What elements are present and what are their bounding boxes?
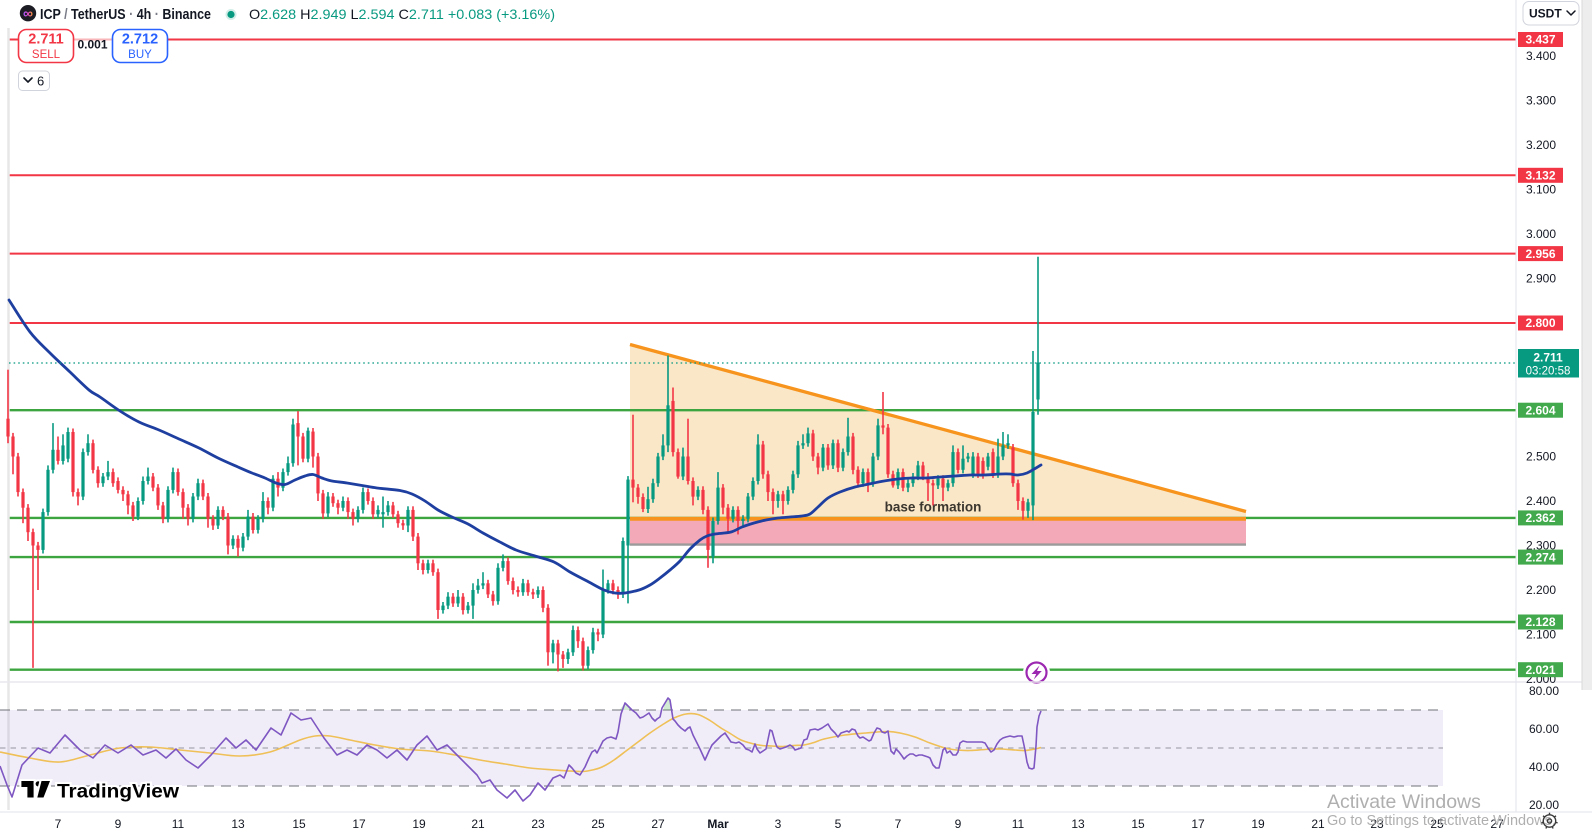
svg-text:2.021: 2.021 (1525, 663, 1555, 677)
svg-text:2.711: 2.711 (1533, 351, 1563, 365)
svg-text:20.00: 20.00 (1529, 798, 1559, 812)
svg-text:3: 3 (775, 817, 782, 831)
svg-text:27: 27 (651, 817, 665, 831)
svg-text:13: 13 (231, 817, 245, 831)
svg-text:25: 25 (591, 817, 605, 831)
svg-text:19: 19 (412, 817, 426, 831)
svg-text:5: 5 (835, 817, 842, 831)
svg-text:2.500: 2.500 (1526, 450, 1556, 464)
svg-text:2.604: 2.604 (1525, 403, 1555, 417)
svg-text:11: 11 (1012, 817, 1025, 831)
svg-text:80.00: 80.00 (1529, 684, 1559, 698)
svg-text:2.900: 2.900 (1526, 272, 1556, 286)
svg-text:2.400: 2.400 (1526, 494, 1556, 508)
svg-text:0.001: 0.001 (77, 38, 107, 52)
svg-text:2.274: 2.274 (1525, 550, 1555, 564)
svg-text:2.100: 2.100 (1526, 628, 1556, 642)
svg-text:17: 17 (352, 817, 366, 831)
svg-text:3.100: 3.100 (1526, 183, 1556, 197)
svg-text:9: 9 (115, 817, 122, 831)
svg-text:03:20:58: 03:20:58 (1526, 366, 1571, 378)
svg-text:3.200: 3.200 (1526, 138, 1556, 152)
svg-text:2.956: 2.956 (1525, 247, 1555, 261)
svg-text:3.437: 3.437 (1525, 33, 1555, 47)
svg-text:Mar: Mar (707, 817, 729, 831)
svg-text:ICP / TetherUS · 4h · Binance: ICP / TetherUS · 4h · Binance (40, 7, 211, 23)
svg-text:13: 13 (1071, 817, 1085, 831)
svg-text:2.200: 2.200 (1526, 583, 1556, 597)
svg-text:O2.628 H2.949 L2.594 C2.711 +0: O2.628 H2.949 L2.594 C2.711 +0.083 (+3.1… (249, 6, 555, 22)
svg-text:2.711: 2.711 (28, 32, 64, 48)
svg-text:17: 17 (1191, 817, 1205, 831)
svg-text:3.300: 3.300 (1526, 94, 1556, 108)
svg-text:6: 6 (37, 74, 44, 89)
svg-text:2.712: 2.712 (122, 32, 158, 48)
svg-text:9: 9 (955, 817, 962, 831)
svg-text:15: 15 (1131, 817, 1145, 831)
svg-text:7: 7 (895, 817, 902, 831)
svg-text:2.362: 2.362 (1525, 511, 1555, 525)
svg-text:3.400: 3.400 (1526, 49, 1556, 63)
svg-text:TradingView: TradingView (57, 782, 179, 803)
svg-text:3.000: 3.000 (1526, 227, 1556, 241)
svg-text:60.00: 60.00 (1529, 722, 1559, 736)
svg-text:21: 21 (1311, 817, 1325, 831)
svg-text:2.128: 2.128 (1525, 615, 1555, 629)
svg-text:19: 19 (1251, 817, 1265, 831)
svg-text:23: 23 (531, 817, 545, 831)
svg-text:Activate Windows: Activate Windows (1327, 791, 1481, 813)
svg-text:40.00: 40.00 (1529, 760, 1559, 774)
svg-text:11: 11 (172, 817, 185, 831)
svg-text:BUY: BUY (128, 49, 152, 61)
svg-text:2.800: 2.800 (1525, 316, 1555, 330)
svg-text:Go to Settings to activate Win: Go to Settings to activate Windows. (1327, 813, 1556, 829)
svg-text:7: 7 (55, 817, 62, 831)
svg-text:3.132: 3.132 (1525, 169, 1555, 183)
svg-text:15: 15 (292, 817, 306, 831)
svg-text:21: 21 (471, 817, 485, 831)
svg-text:USDT: USDT (1529, 7, 1562, 21)
svg-text:SELL: SELL (32, 49, 61, 61)
svg-text:∞: ∞ (23, 5, 33, 21)
